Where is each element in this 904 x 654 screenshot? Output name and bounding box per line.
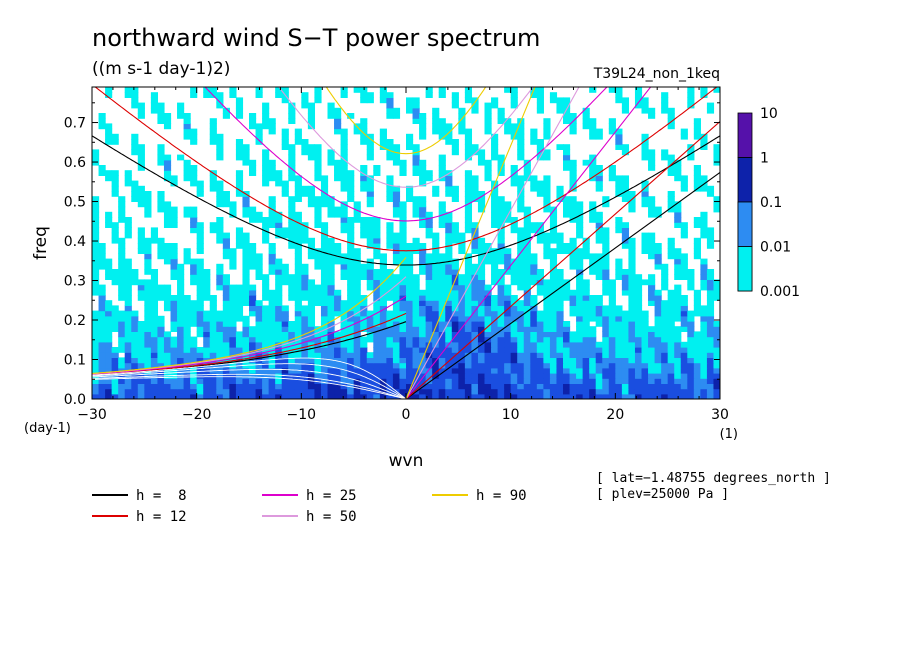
rossby-curve-h50: [92, 363, 407, 399]
y-tick-label: 0.3: [64, 274, 86, 290]
legend-label: h = 25: [306, 488, 357, 504]
colorbar-segment: [737, 157, 753, 203]
kelvin-line-h25: [405, 87, 652, 399]
colorbar-label: 0.01: [760, 240, 791, 256]
x-unit-label: (1): [720, 427, 738, 442]
kelvin-line-h12: [405, 121, 720, 399]
kelvin-line-h50: [405, 87, 580, 399]
annotation-plev: [ plev=25000 Pa ]: [596, 487, 729, 502]
curve-h25: [92, 87, 652, 399]
x-tick-label: 20: [606, 407, 624, 423]
colorbar-segment-mid: [737, 201, 753, 247]
chart-subtitle: ((m s-1 day-1)2): [92, 59, 230, 79]
x-tick-label: 10: [502, 407, 520, 423]
legend-label: h = 90: [476, 488, 527, 504]
kelvin-line-h8: [405, 172, 720, 399]
plot-area: [92, 87, 720, 399]
run-label: T39L24_non_1keq: [593, 66, 720, 82]
mrg-curve-h25: [92, 295, 407, 375]
y-tick-label: 0.6: [64, 155, 86, 171]
x-tick-label: −30: [77, 407, 107, 423]
y-axis-label: freq: [31, 226, 51, 260]
rossby-curve-h25: [92, 368, 407, 399]
ig-curve-h50: [278, 87, 534, 188]
power-field: [92, 87, 720, 399]
colorbar: 10 1 0.1 0.01 0.001: [737, 106, 800, 300]
dispersion-curves: [92, 87, 720, 399]
ig-curve-h12: [94, 87, 718, 252]
chart-title: northward wind S−T power spectrum: [92, 24, 540, 52]
mrg-curve-h12: [92, 312, 407, 376]
curve-h90: [92, 87, 536, 399]
x-tick-label: 0: [402, 407, 411, 423]
mrg-curve-h90: [92, 257, 407, 375]
colorbar-label: 0.1: [760, 195, 782, 211]
y-tick-label: 0.1: [64, 353, 86, 369]
annotation-lat: [ lat=−1.48755 degrees_north ]: [596, 471, 831, 486]
curve-h12: [92, 87, 720, 399]
rossby-curve-h90: [92, 357, 407, 399]
x-tick-label: −10: [287, 407, 317, 423]
ig-curve-h90: [325, 87, 487, 155]
legend-label: h = 50: [306, 509, 357, 525]
y-tick-label: 0.0: [64, 392, 86, 408]
legend: h = 8 h = 12 h = 25 h = 50 h = 90: [92, 488, 527, 525]
y-tick-label: 0.5: [64, 195, 86, 211]
ig-curve-h25: [204, 87, 608, 222]
legend-label: h = 12: [136, 509, 187, 525]
rossby-curve-h12: [92, 373, 407, 399]
colorbar-label: 1: [760, 151, 769, 167]
x-axis: −30 −20 −10 0 10 20 30: [77, 87, 729, 423]
y-tick-label: 0.7: [64, 116, 86, 132]
colorbar-segment: [737, 112, 753, 158]
colorbar-label: 0.001: [760, 284, 800, 300]
y-axis: 0.0 0.1 0.2 0.3 0.4 0.5 0.6 0.7: [64, 102, 720, 408]
rossby-curve-h8: [92, 376, 407, 399]
y-unit-label: (day-1): [24, 421, 71, 436]
x-tick-label: −20: [182, 407, 212, 423]
colorbar-label: 10: [760, 106, 778, 122]
kelvin-line-h90: [405, 87, 536, 399]
x-tick-label: 30: [711, 407, 729, 423]
ig-curve-h8: [92, 135, 720, 266]
x-axis-label: wvn: [389, 451, 424, 471]
y-tick-label: 0.2: [64, 313, 86, 329]
y-tick-label: 0.4: [64, 234, 86, 250]
colorbar-segment-low: [737, 246, 753, 292]
legend-label: h = 8: [136, 488, 187, 504]
